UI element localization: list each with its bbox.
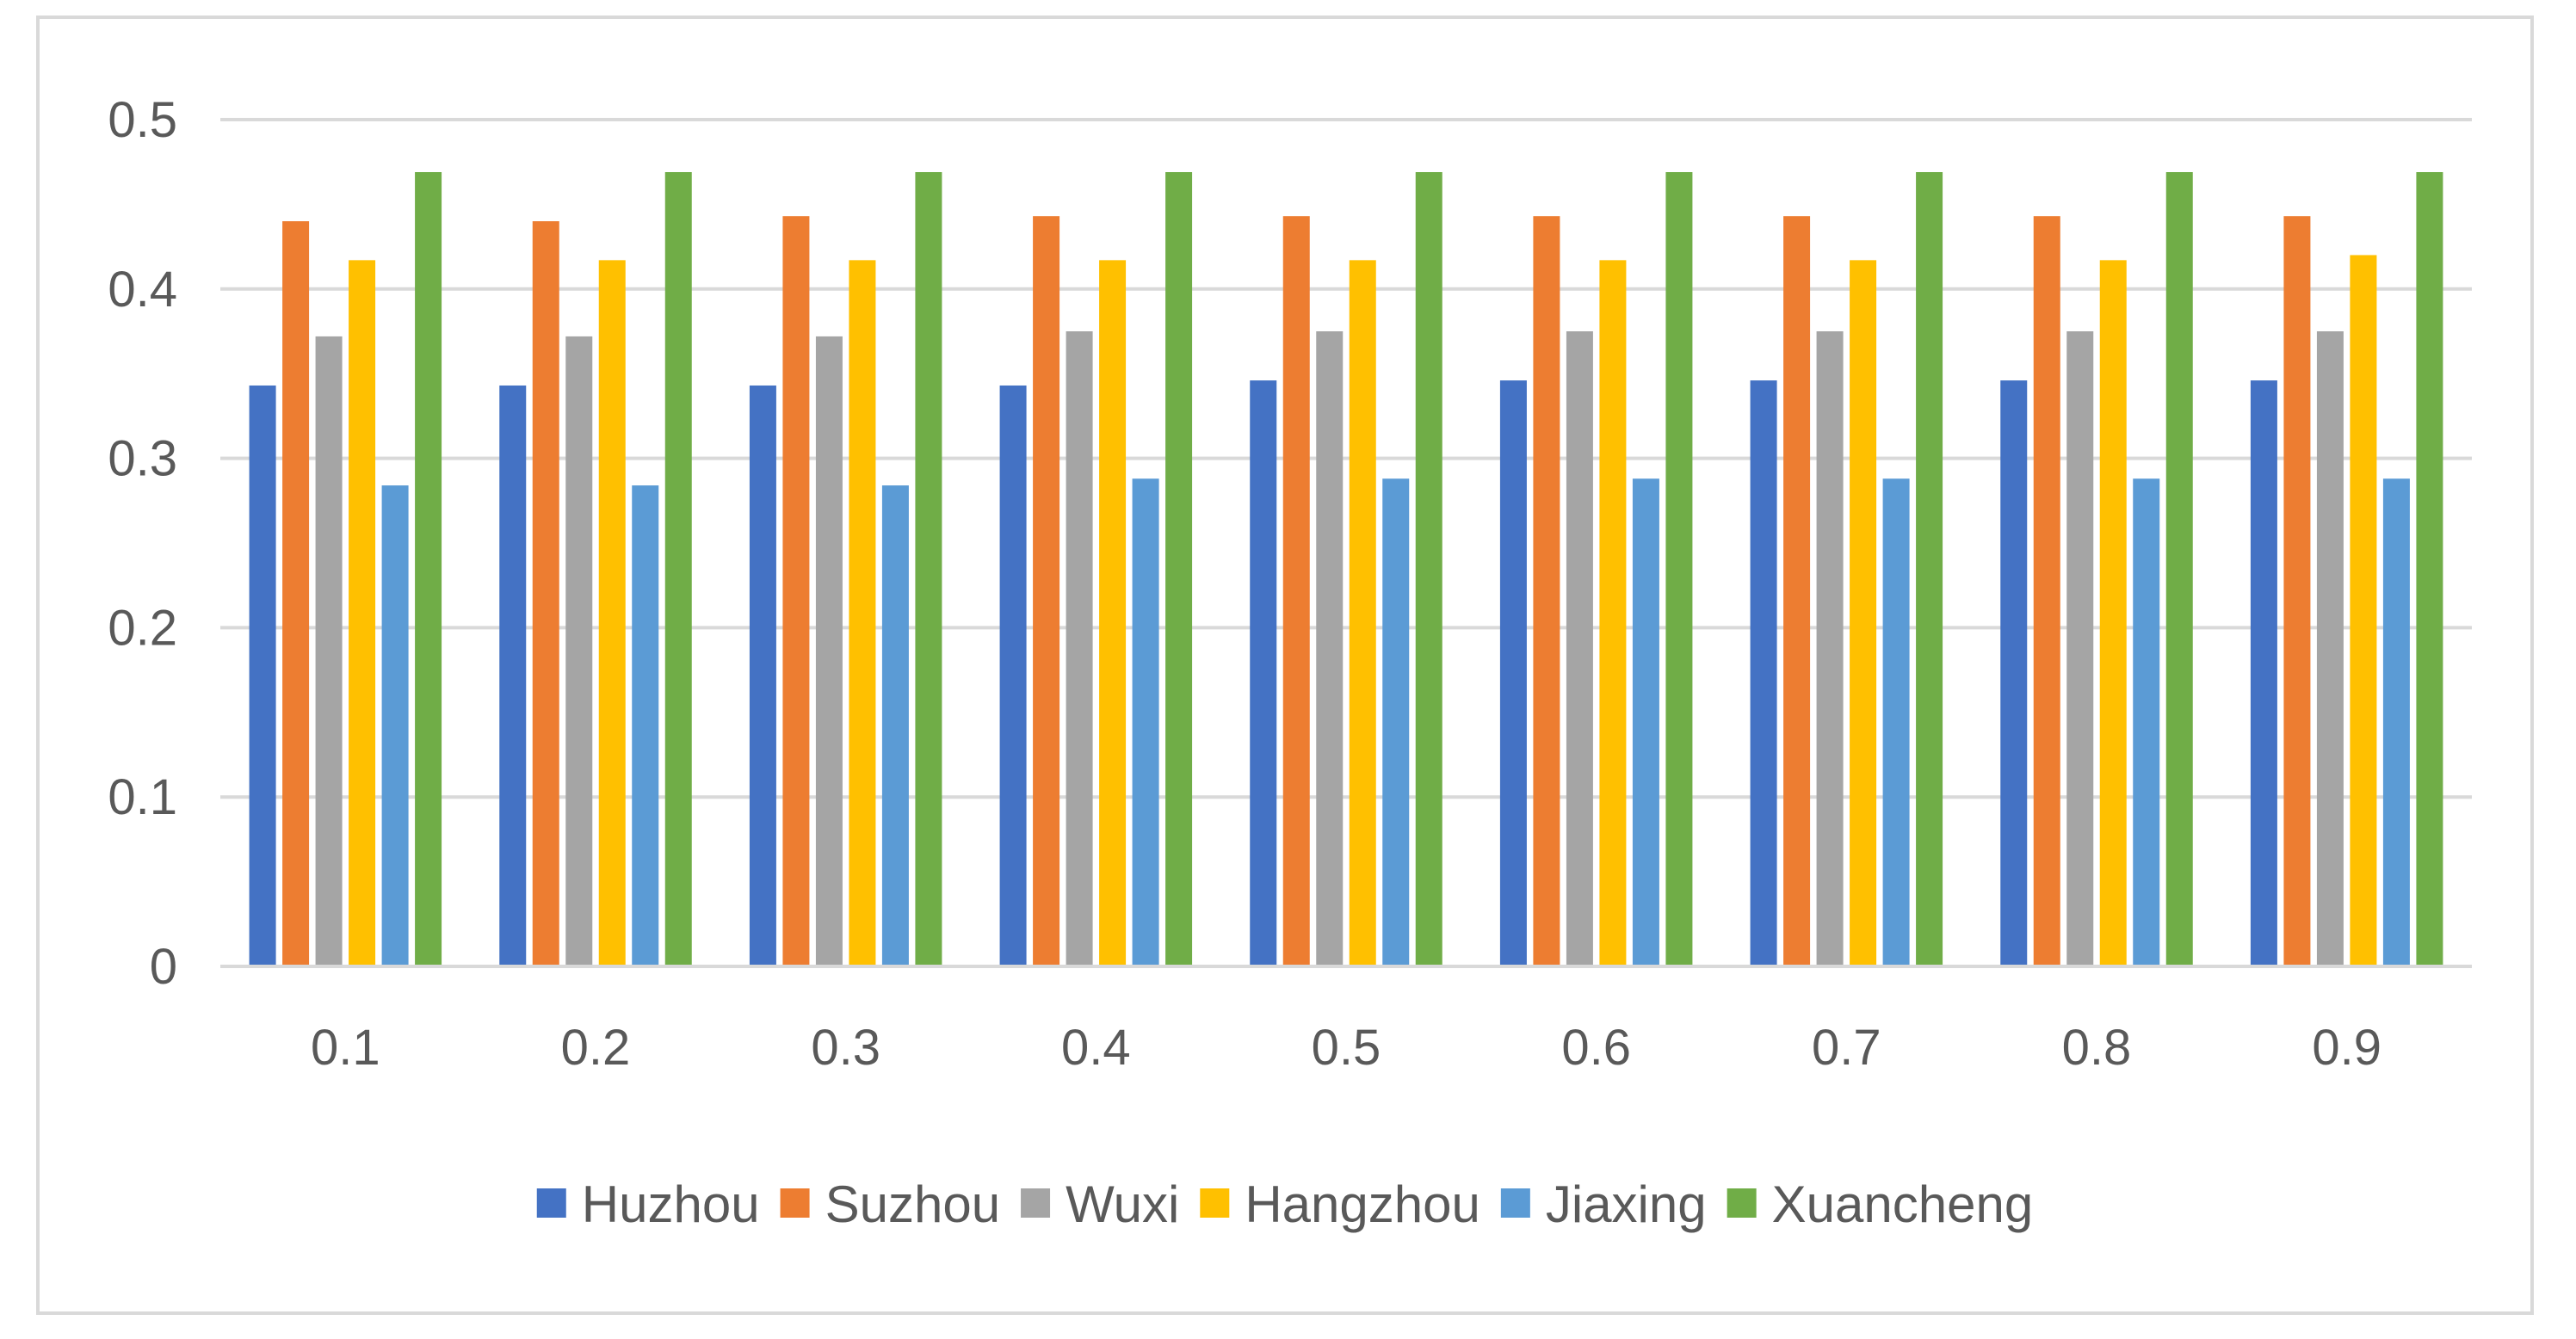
bar-suzhou-0.8 (2033, 216, 2060, 966)
legend-swatch (780, 1188, 810, 1218)
y-tick-label: 0.2 (108, 600, 177, 656)
bar-xuancheng-0.8 (2165, 172, 2193, 966)
y-tick-label: 0.5 (108, 92, 177, 148)
legend-label: Huzhou (582, 1175, 760, 1233)
legend-swatch (1727, 1188, 1757, 1218)
legend-swatch (536, 1188, 566, 1218)
bar-hangzhou-0.1 (349, 260, 376, 966)
bar-xuancheng-0.1 (415, 172, 442, 966)
bar-xuancheng-0.7 (1916, 172, 1943, 966)
legend-label: Suzhou (825, 1175, 1001, 1233)
bar-huzhou-0.3 (749, 385, 776, 966)
legend-item-jiaxing: Jiaxing (1500, 1175, 1707, 1233)
chart-frame: 0 0.1 0.2 0.3 0.4 0.5 0.1 0.2 0.3 0.4 0.5 0.6 0.7 0.… (36, 15, 2534, 1315)
legend-item-hangzhou: Hangzhou (1200, 1175, 1480, 1233)
x-tick-label: 0.7 (1812, 1020, 1881, 1076)
bar-suzhou-0.6 (1533, 216, 1560, 966)
bar-huzhou-0.7 (1750, 380, 1777, 966)
y-axis-tick-labels: 0 0.1 0.2 0.3 0.4 0.5 (108, 92, 177, 995)
bar-suzhou-0.1 (282, 221, 310, 966)
bar-wuxi-0.6 (1566, 331, 1593, 966)
bar-hangzhou-0.7 (1850, 260, 1877, 966)
x-tick-label: 0.2 (561, 1020, 631, 1076)
bar-xuancheng-0.5 (1415, 172, 1442, 966)
bar-hangzhou-0.4 (1099, 260, 1127, 966)
legend-swatch (1021, 1188, 1051, 1218)
bar-xuancheng-0.3 (915, 172, 942, 966)
x-tick-label: 0.3 (811, 1020, 880, 1076)
bar-huzhou-0.2 (499, 385, 527, 966)
bar-suzhou-0.2 (532, 221, 559, 966)
legend-item-xuancheng: Xuancheng (1727, 1175, 2034, 1233)
bar-suzhou-0.4 (1033, 216, 1060, 966)
bar-jiaxing-0.7 (1882, 478, 1910, 966)
bar-jiaxing-0.2 (632, 485, 659, 966)
bars (249, 172, 2443, 966)
bar-jiaxing-0.4 (1132, 478, 1159, 966)
bar-jiaxing-0.6 (1632, 478, 1659, 966)
bar-xuancheng-0.2 (664, 172, 692, 966)
bar-xuancheng-0.6 (1665, 172, 1693, 966)
bar-suzhou-0.9 (2283, 216, 2311, 966)
bar-huzhou-0.4 (999, 385, 1027, 966)
bar-hangzhou-0.6 (1599, 260, 1627, 966)
bar-huzhou-0.8 (2000, 380, 2028, 966)
bar-wuxi-0.9 (2316, 331, 2344, 966)
bar-wuxi-0.8 (2066, 331, 2094, 966)
bar-huzhou-0.9 (2250, 380, 2277, 966)
bar-huzhou-0.5 (1250, 380, 1277, 966)
legend-item-wuxi: Wuxi (1021, 1175, 1179, 1233)
bar-xuancheng-0.9 (2416, 172, 2443, 966)
legend-label: Xuancheng (1772, 1175, 2034, 1233)
y-tick-label: 0 (150, 939, 177, 995)
bar-wuxi-0.3 (815, 336, 843, 966)
legend-swatch (1200, 1188, 1230, 1218)
bar-huzhou-0.1 (249, 385, 276, 966)
bar-suzhou-0.7 (1783, 216, 1811, 966)
x-tick-label: 0.1 (311, 1020, 380, 1076)
bar-wuxi-0.2 (565, 336, 593, 966)
y-tick-label: 0.3 (108, 431, 177, 487)
bar-jiaxing-0.8 (2133, 478, 2160, 966)
bar-jiaxing-0.5 (1382, 478, 1410, 966)
legend-swatch (1500, 1188, 1530, 1218)
y-tick-label: 0.4 (108, 262, 177, 318)
x-tick-label: 0.6 (1561, 1020, 1631, 1076)
legend-label: Jiaxing (1546, 1175, 1707, 1233)
bar-hangzhou-0.9 (2350, 255, 2377, 966)
legend-item-huzhou: Huzhou (536, 1175, 760, 1233)
gridlines (220, 118, 2472, 799)
bar-chart: 00.10.20.30.40.5 0.1 0.2 0.3 0.4 0.5 0.6 0.7 0.… (108, 92, 2472, 1233)
x-tick-label: 0.5 (1312, 1020, 1381, 1076)
bar-hangzhou-0.5 (1349, 260, 1376, 966)
y-tick-label: 0.1 (108, 769, 177, 825)
legend: Huzhou Suzhou Wuxi Hangzhou Jiaxing Xuancheng (536, 1175, 2034, 1233)
bar-jiaxing-0.9 (2382, 478, 2410, 966)
bar-wuxi-0.5 (1316, 331, 1344, 966)
legend-item-suzhou: Suzhou (780, 1175, 1001, 1233)
legend-label: Wuxi (1066, 1175, 1179, 1233)
bar-wuxi-0.4 (1066, 331, 1093, 966)
x-tick-label: 0.9 (2312, 1020, 2381, 1076)
legend-label: Hangzhou (1245, 1175, 1480, 1233)
bar-jiaxing-0.1 (381, 485, 409, 966)
bar-wuxi-0.1 (315, 336, 343, 966)
bar-xuancheng-0.4 (1165, 172, 1193, 966)
bar-huzhou-0.6 (1499, 380, 1527, 966)
bar-suzhou-0.5 (1282, 216, 1310, 966)
bar-hangzhou-0.8 (2099, 260, 2127, 966)
x-tick-label: 0.8 (2062, 1020, 2132, 1076)
bar-suzhou-0.3 (782, 216, 810, 966)
bar-wuxi-0.7 (1816, 331, 1844, 966)
bar-hangzhou-0.2 (598, 260, 626, 966)
bar-jiaxing-0.3 (881, 485, 909, 966)
bar-hangzhou-0.3 (849, 260, 876, 966)
x-axis-tick-labels: 0.1 0.2 0.3 0.4 0.5 0.6 0.7 0.8 0.9 (311, 1020, 2381, 1076)
x-tick-label: 0.4 (1061, 1020, 1131, 1076)
